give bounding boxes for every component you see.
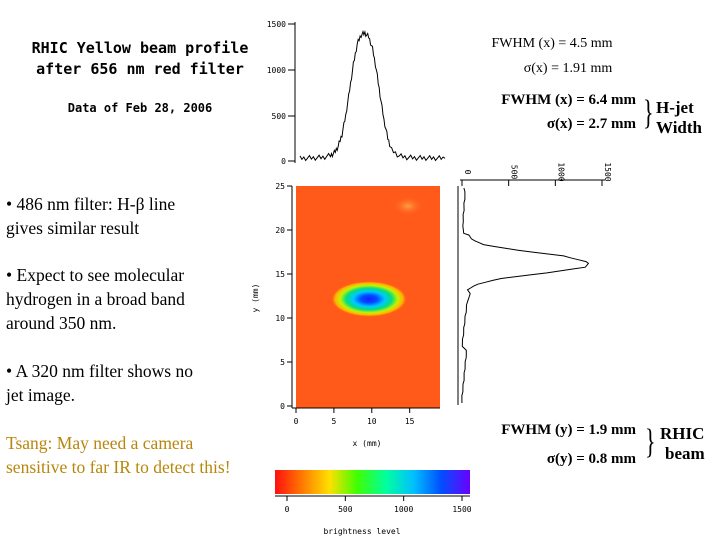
colorbar-tick-label-0: 0 [285, 505, 290, 514]
y-profile-line [461, 187, 590, 403]
heatmap-ytick-label-0: 0 [280, 402, 285, 411]
tsang-note: Tsang: May need a camera sensitive to fa… [6, 431, 274, 479]
x-profile-ytick-label-500: 500 [272, 112, 287, 121]
rhic-beam-label-2: beam [665, 444, 705, 463]
bullet-hbeta-line-1: • 486 nm filter: H-β line [6, 194, 176, 214]
brightness-colorbar: 0 500 1000 1500 brightness level [275, 470, 472, 536]
jet-width-label-2: Width [656, 118, 702, 137]
heatmap-xtick-label-0: 0 [294, 417, 299, 426]
sigma-x-jet: σ(x) = 2.7 mm [546, 116, 636, 132]
beam-spot [331, 281, 407, 317]
colorbar-xlabel: brightness level [323, 527, 400, 536]
tsang-note-line-1: Tsang: May need a camera [6, 433, 194, 453]
y-profile-xtick-label-0: 0 [463, 170, 472, 175]
heatmap-ytick-label-10: 10 [275, 314, 285, 323]
colorbar-tick-label-1500: 1500 [452, 505, 471, 514]
rhic-beam-label-1: RHIC [660, 424, 705, 443]
jet-brace: } [643, 91, 654, 132]
heatmap-ytick-label-25: 25 [275, 182, 285, 191]
x-profile-ytick-label-1000: 1000 [267, 66, 286, 75]
heatmap-ytick-label-5: 5 [280, 358, 285, 367]
rhic-brace: } [645, 420, 656, 461]
heatmap-ytick-label-15: 15 [275, 270, 285, 279]
bullet-molecular-line-1: • Expect to see molecular [6, 265, 185, 285]
beam-heatmap: 0 5 10 15 20 25 0 5 10 15 y (mm) x (mm) [251, 182, 440, 448]
rhic-beam-label: RHIC beam [660, 424, 705, 464]
x-profile-line [299, 29, 446, 162]
tsang-note-line-2: sensitive to far IR to detect this! [6, 457, 231, 477]
heatmap-xtick-label-15: 15 [405, 417, 415, 426]
fwhm-y: FWHM (y) = 1.9 mm [501, 422, 636, 438]
bullet-molecular-line-3: around 350 nm. [6, 313, 117, 333]
colorbar-tick-label-500: 500 [338, 505, 353, 514]
title-line-2: after 656 nm red filter [36, 60, 244, 78]
x-profile-ytick-label-0: 0 [281, 157, 286, 166]
bullet-320nm: • A 320 nm filter shows no jet image. [6, 359, 256, 407]
sigma-y: σ(y) = 0.8 mm [546, 451, 636, 467]
bullet-molecular-line-2: hydrogen in a broad band [6, 289, 185, 309]
heatmap-hotspot [392, 196, 424, 216]
page-title: RHIC Yellow beam profile after 656 nm re… [10, 38, 270, 80]
heatmap-xlabel: x (mm) [353, 439, 382, 448]
bullet-hbeta: • 486 nm filter: H-β line gives similar … [6, 192, 256, 240]
y-profile-xtick-label-500: 500 [510, 165, 519, 180]
colorbar-tick-label-1000: 1000 [394, 505, 413, 514]
heatmap-ylabel: y (mm) [251, 284, 260, 313]
y-profile-xtick-label-1500: 1500 [603, 162, 612, 181]
colorbar-gradient [275, 470, 470, 494]
fwhm-x-raw: FWHM (x) = 4.5 mm [491, 36, 613, 51]
fwhm-x-jet: FWHM (x) = 6.4 mm [501, 92, 636, 108]
y-profile-xtick-label-1000: 1000 [556, 162, 565, 181]
jet-width-label: H-jet Width [656, 98, 702, 138]
y-profile-plot: 0 500 1000 1500 [457, 162, 612, 405]
bullet-320nm-line-1: • A 320 nm filter shows no [6, 361, 193, 381]
sigma-x-raw: σ(x) = 1.91 mm [523, 61, 613, 76]
bullet-320nm-line-2: jet image. [6, 385, 76, 405]
heatmap-ytick-label-20: 20 [275, 226, 285, 235]
title-line-1: RHIC Yellow beam profile [31, 39, 249, 57]
heatmap-xtick-label-10: 10 [367, 417, 377, 426]
jet-width-label-1: H-jet [656, 98, 694, 117]
data-date: Data of Feb 28, 2006 [67, 101, 213, 115]
x-profile-ytick-label-1500: 1500 [267, 20, 286, 29]
bullet-molecular: • Expect to see molecular hydrogen in a … [6, 263, 256, 335]
x-profile-plot: 1500 1000 500 0 [267, 20, 446, 166]
heatmap-xtick-label-5: 5 [331, 417, 336, 426]
bullet-hbeta-line-2: gives similar result [6, 218, 140, 238]
